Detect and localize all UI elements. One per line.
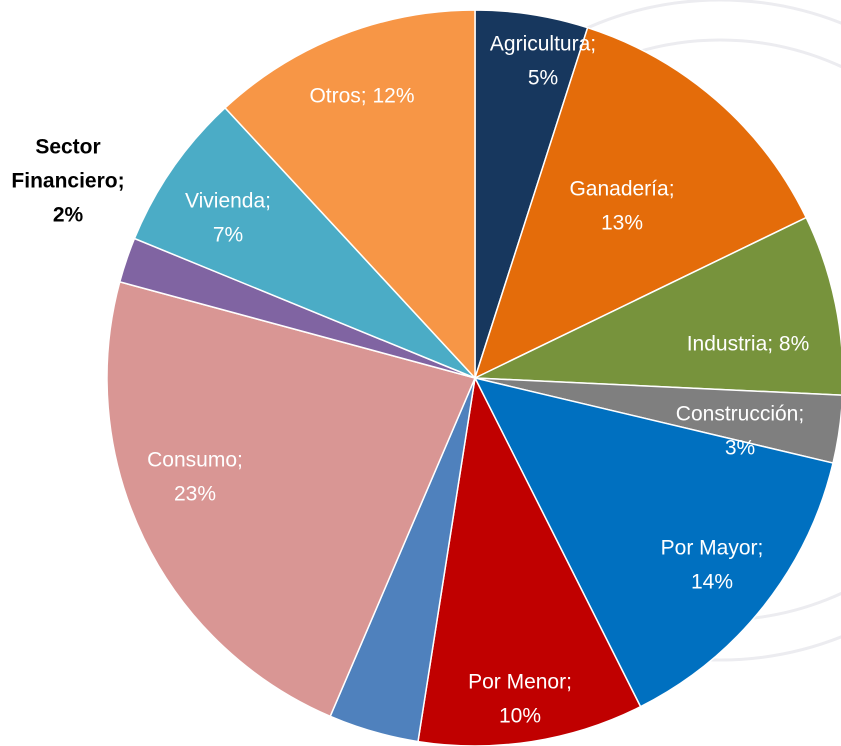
slice-label: 3% xyxy=(725,437,755,460)
slice xyxy=(474,216,841,396)
slice-label: Sector xyxy=(35,136,100,159)
slice xyxy=(224,9,476,380)
slice-label: Otros; 12% xyxy=(309,85,414,108)
slice xyxy=(417,375,642,746)
slice-label: 7% xyxy=(213,224,243,247)
slice-label: Por Mayor; xyxy=(661,537,764,560)
slice-label: Ganadería; xyxy=(569,178,674,201)
slice-label: 10% xyxy=(499,705,541,728)
slice-label: Por Menor; xyxy=(468,671,572,694)
slice xyxy=(473,26,808,380)
slice-label: 14% xyxy=(691,571,733,594)
labels: Agricultura; 5% Ganadería; 13% Industria; 8%… xyxy=(11,33,809,728)
slice-label: Industria; 8% xyxy=(687,333,810,356)
slice-label: Consumo; xyxy=(147,449,243,472)
slice-label: Financiero; xyxy=(11,170,124,193)
slice-label: 5% xyxy=(528,67,558,90)
slice-label: Vivienda; xyxy=(185,190,271,213)
slices xyxy=(106,9,841,746)
slice xyxy=(133,106,476,379)
slice-label: 13% xyxy=(601,212,643,235)
slice-label: Agricultura; xyxy=(490,33,596,56)
slice-label: 2% xyxy=(53,204,84,227)
slice-label: Construcción; xyxy=(676,403,804,426)
slice xyxy=(473,376,834,708)
slice xyxy=(106,280,477,718)
slice-label: 23% xyxy=(174,483,216,506)
